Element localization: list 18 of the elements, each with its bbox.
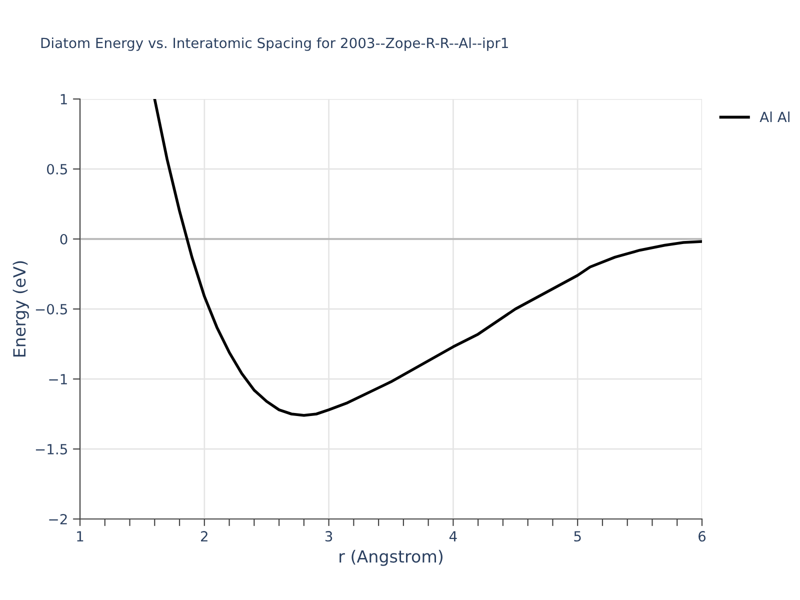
y-tick-label: 0.5 (47, 164, 67, 174)
chart-title: Diatom Energy vs. Interatomic Spacing for 2003--Zope-R-R--Al--ipr1 (41, 37, 508, 51)
x-tick-label: 4 (449, 531, 457, 542)
y-axis-title: Energy (eV) (12, 261, 29, 357)
y-tick-label: −0.5 (36, 304, 67, 314)
y-tick-label: −1.5 (36, 444, 67, 454)
x-tick-label: 6 (698, 531, 706, 542)
y-tick-label: 1 (60, 94, 67, 104)
x-tick-label: 1 (77, 531, 84, 542)
x-axis-title: r (Angstrom) (340, 550, 442, 566)
line-series (153, 99, 702, 417)
x-tick-label: 2 (201, 531, 208, 542)
legend-label: Al Al (760, 112, 790, 122)
y-tick-label: −1 (49, 374, 67, 384)
y-tick-label: −2 (49, 514, 67, 524)
x-tick-label: 5 (574, 531, 581, 542)
y-tick-label: 0 (60, 234, 68, 244)
x-tick-label: 3 (325, 531, 332, 542)
